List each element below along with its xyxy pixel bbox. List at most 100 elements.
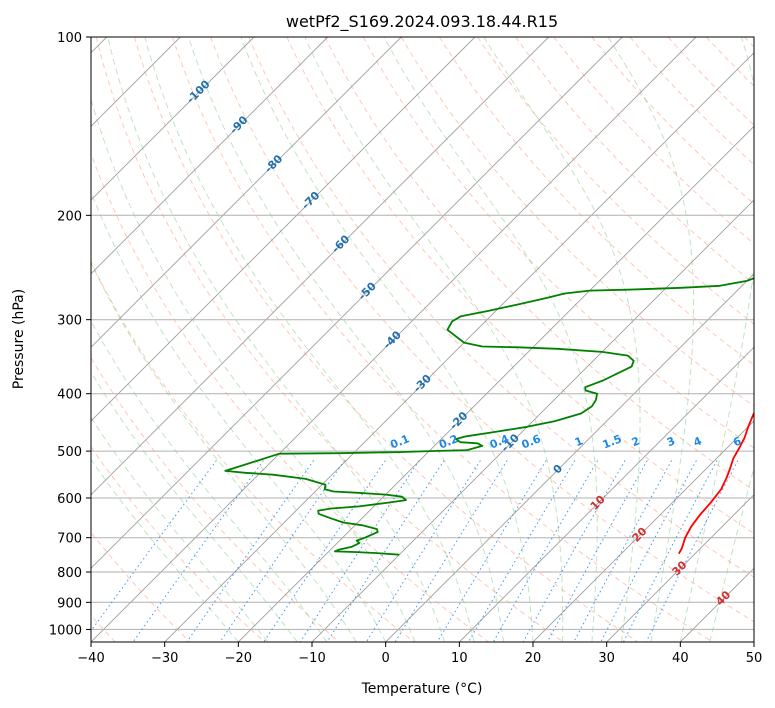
isotherm-line (311, 199, 754, 642)
dry-adiabat-line (629, 37, 754, 166)
moist-adiabat-line (91, 97, 416, 642)
dry-adiabat-line (172, 37, 713, 642)
mixing-ratio-line (394, 460, 508, 642)
mixing-ratio-line (186, 460, 315, 642)
y-tick-label: 700 (57, 532, 82, 547)
dry-adiabat-line (91, 152, 489, 642)
dry-adiabat-line (438, 37, 754, 366)
dry-adiabat-line (210, 37, 754, 623)
moist-adiabat-line (91, 370, 298, 642)
isotherm-line (385, 273, 754, 642)
dry-adiabat-line (744, 37, 754, 48)
isotherm-line (753, 641, 754, 642)
mixing-ratio-label: 0.6 (520, 432, 543, 451)
profile-line (678, 411, 754, 555)
x-tick-label: 10 (451, 651, 468, 666)
x-tick-label: −30 (151, 651, 178, 666)
moist-adiabat-line (304, 37, 564, 642)
y-tick-label: 500 (57, 445, 82, 460)
mixing-ratio-line (91, 460, 217, 632)
y-tick-label: 200 (57, 209, 82, 224)
mixing-ratio-line (326, 460, 445, 642)
y-tick-label: 900 (57, 596, 82, 611)
moist-adiabat-line (144, 37, 475, 642)
dry-adiabat-line (91, 356, 340, 642)
mixing-ratio-label: 1.5 (601, 432, 624, 451)
moist-adiabat-line (91, 190, 387, 642)
mixing-ratio-label: 8 (759, 434, 771, 449)
y-tick-label: 800 (57, 566, 82, 581)
moist-adiabat-line (91, 458, 239, 642)
isotherm-label: -50 (356, 279, 379, 302)
x-tick-label: −40 (77, 651, 104, 666)
isotherm-line (91, 37, 181, 127)
moist-adiabat-line (91, 320, 328, 642)
moist-adiabat-line (383, 37, 598, 642)
mixing-ratio-line (522, 460, 626, 642)
mixing-ratio-line (436, 460, 547, 642)
isotherm-line (679, 567, 754, 642)
isotherm-label: 30 (670, 558, 690, 578)
dry-adiabat-line (95, 37, 564, 642)
isotherm-label: -60 (329, 232, 352, 255)
isotherm-label: -40 (381, 328, 404, 351)
isotherm-line (164, 52, 754, 642)
profile-series (224, 277, 754, 556)
mixing-ratio-line (365, 460, 481, 642)
y-tick-label: 300 (57, 314, 82, 329)
x-axis-title: Temperature (°C) (361, 681, 483, 697)
isotherms (91, 37, 754, 642)
dry-adiabat-line (91, 260, 415, 642)
dry-adiabat-line (591, 37, 754, 205)
isotherm-label: -90 (227, 113, 250, 136)
mixing-ratio-label: 0.2 (437, 432, 460, 451)
isotherm-line (458, 346, 754, 642)
dry-adiabat-line (362, 37, 754, 449)
mixing-ratio-line (468, 460, 576, 642)
x-tick-label: −20 (225, 651, 252, 666)
dry-adiabat-line (477, 37, 754, 325)
y-axis-title: Pressure (hPa) (11, 289, 27, 389)
moist-adiabat-line (607, 37, 695, 642)
isotherm-line (532, 420, 754, 642)
isotherm-line (237, 125, 754, 642)
isotherm-line (91, 37, 476, 422)
mixing-ratio-line (645, 460, 739, 642)
plot-frame (90, 36, 755, 643)
mixing-ratio-line (492, 460, 599, 642)
y-tick-label: 1000 (49, 623, 82, 638)
isotherm-line (91, 37, 329, 275)
profile-line (224, 277, 754, 556)
mixing-ratio-lines (91, 460, 739, 642)
isotherm-line (91, 37, 550, 496)
x-tick-label: 30 (598, 651, 615, 666)
moist-adiabat-line (91, 261, 357, 642)
isotherm-label: 0 (551, 462, 566, 477)
dry-adiabat-line (553, 37, 754, 245)
dry-adiabat-line (91, 446, 265, 642)
isotherm-label: 40 (713, 588, 733, 608)
mixing-ratio-label: 0.1 (388, 432, 411, 451)
mixing-ratio-line (546, 460, 648, 642)
x-tick-label: 40 (672, 651, 689, 666)
chart-title: wetPf2_S169.2024.093.18.44.R15 (286, 12, 558, 32)
x-tick-label: 0 (382, 651, 390, 666)
moist-adiabat-line (483, 37, 641, 642)
dry-adiabat-line (515, 37, 754, 285)
dry-adiabats (91, 37, 754, 642)
isotherm-label: -70 (299, 189, 322, 212)
mixing-ratio-label: 3 (665, 434, 677, 449)
plot-area: -100-90-80-70-60-50-40-30-20-10010203040… (91, 37, 771, 642)
isotherm-line (606, 494, 754, 642)
mixing-ratio-line (219, 460, 345, 642)
isotherm-line (91, 37, 623, 569)
moist-adiabat-line (709, 465, 754, 642)
mixing-ratio-line (573, 460, 673, 642)
dry-adiabat-line (248, 37, 754, 578)
x-tick-label: 20 (525, 651, 542, 666)
y-tick-label: 600 (57, 492, 82, 507)
dry-adiabat-line (400, 37, 754, 407)
x-axis-ticks: −40 −30 −20 −10 0 10 20 30 40 50 (77, 642, 762, 666)
isotherm-label: -30 (411, 372, 434, 395)
isotherm-label: 10 (588, 492, 608, 512)
